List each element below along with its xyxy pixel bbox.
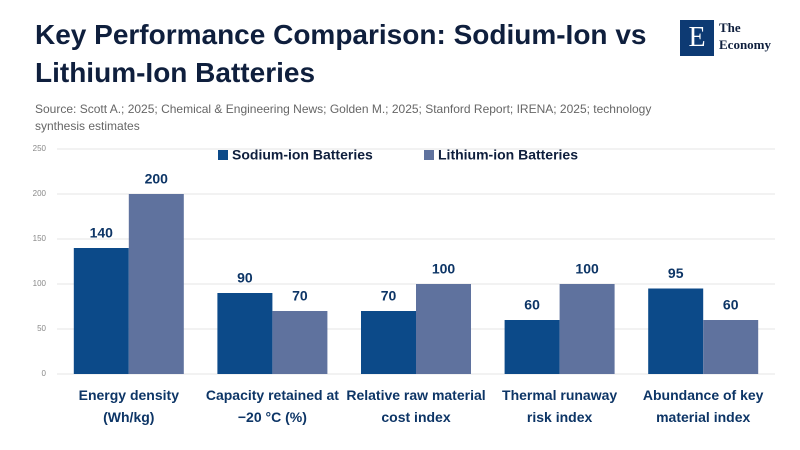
bar [559, 284, 615, 374]
bar [504, 320, 560, 374]
logo-text: The [719, 20, 741, 35]
value-label: 200 [145, 171, 169, 187]
x-tick-label: Capacity retained at −20 °C (%) [205, 387, 339, 425]
bar [128, 194, 184, 374]
value-label: 95 [668, 265, 684, 281]
x-tick-label: Relative raw material cost index [346, 387, 486, 425]
legend-swatch [218, 150, 228, 160]
legend-label: Sodium-ion Batteries [232, 147, 373, 163]
bar [73, 248, 129, 374]
value-label: 60 [524, 297, 540, 313]
bar [361, 311, 416, 374]
y-tick-label: 150 [33, 234, 47, 243]
y-tick-label: 50 [37, 324, 46, 333]
source-note: Source: Scott A.; 2025; Chemical & Engin… [35, 102, 652, 133]
x-tick-label: Energy density (Wh/kg) [78, 387, 179, 425]
bar [416, 284, 471, 374]
value-label: 70 [292, 288, 308, 304]
legend-swatch [424, 150, 434, 160]
x-tick-label: Thermal runaway risk index [502, 387, 618, 425]
y-tick-label: 250 [33, 144, 47, 153]
y-tick-label: 0 [42, 369, 47, 378]
logo-mark: E [680, 20, 714, 56]
legend-label: Lithium-ion Batteries [438, 147, 578, 163]
y-tick-label: 100 [33, 279, 47, 288]
x-tick-label: Abundance of key material index [642, 387, 764, 425]
value-label: 70 [381, 288, 397, 304]
value-label: 100 [575, 261, 599, 277]
logo-text: Economy [719, 37, 771, 52]
bar [272, 311, 328, 374]
chart-title: Key Performance Comparison: Sodium-Ion v… [35, 19, 647, 88]
value-label: 100 [432, 261, 456, 277]
y-tick-label: 200 [33, 189, 47, 198]
bar [703, 320, 759, 374]
value-label: 60 [723, 297, 739, 313]
value-label: 140 [90, 225, 114, 241]
bar [217, 293, 273, 374]
bar [648, 288, 704, 374]
value-label: 90 [237, 270, 253, 286]
